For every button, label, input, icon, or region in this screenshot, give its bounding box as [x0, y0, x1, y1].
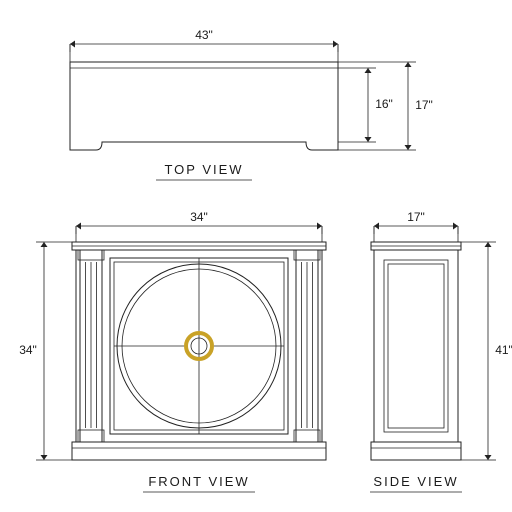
svg-text:16": 16": [375, 97, 393, 111]
top-view: 43" 16" 17" TOP VIEW: [70, 28, 433, 180]
side-view-label: SIDE VIEW: [373, 474, 458, 489]
svg-text:43": 43": [195, 28, 213, 42]
svg-text:34": 34": [19, 343, 37, 357]
svg-text:17": 17": [407, 210, 425, 224]
svg-text:34": 34": [190, 210, 208, 224]
svg-text:41": 41": [495, 343, 512, 357]
front-view-label: FRONT VIEW: [148, 474, 249, 489]
front-view: 34" 34" FRONT VIEW: [19, 210, 326, 492]
svg-text:17": 17": [415, 98, 433, 112]
side-view: 17" 41" SIDE VIEW: [370, 210, 512, 492]
top-view-label: TOP VIEW: [164, 162, 243, 177]
